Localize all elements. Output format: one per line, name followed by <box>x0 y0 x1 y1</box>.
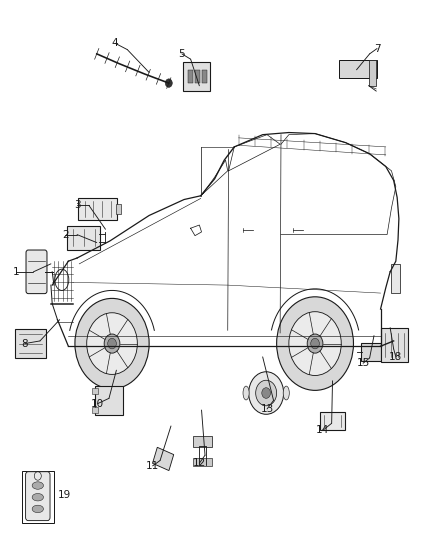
FancyBboxPatch shape <box>361 343 381 361</box>
FancyBboxPatch shape <box>67 225 100 250</box>
Circle shape <box>165 79 172 87</box>
Bar <box>369 60 376 86</box>
FancyBboxPatch shape <box>78 198 117 220</box>
Circle shape <box>75 298 149 389</box>
Circle shape <box>108 338 117 349</box>
Circle shape <box>277 297 353 390</box>
Text: 12: 12 <box>193 458 206 468</box>
Ellipse shape <box>283 386 289 400</box>
Polygon shape <box>152 447 174 471</box>
Text: 11: 11 <box>146 461 159 471</box>
Circle shape <box>249 372 284 414</box>
Circle shape <box>104 334 120 353</box>
FancyBboxPatch shape <box>15 329 46 359</box>
Circle shape <box>256 380 277 406</box>
Text: 3: 3 <box>74 200 81 211</box>
Circle shape <box>307 334 323 353</box>
Bar <box>92 387 98 394</box>
FancyBboxPatch shape <box>339 60 377 78</box>
Text: 2: 2 <box>62 230 69 240</box>
Text: 7: 7 <box>374 44 380 53</box>
Text: 19: 19 <box>57 490 71 500</box>
Ellipse shape <box>243 386 249 400</box>
FancyBboxPatch shape <box>25 472 50 521</box>
Ellipse shape <box>32 505 43 513</box>
Text: 18: 18 <box>389 352 403 362</box>
FancyBboxPatch shape <box>183 62 210 91</box>
Bar <box>195 70 200 83</box>
FancyBboxPatch shape <box>95 385 123 415</box>
Text: 5: 5 <box>179 49 185 59</box>
Circle shape <box>289 312 341 375</box>
Bar <box>193 458 212 466</box>
Bar <box>92 407 98 413</box>
Circle shape <box>87 313 138 374</box>
Circle shape <box>311 338 319 349</box>
Text: 4: 4 <box>112 38 118 48</box>
Bar <box>193 435 212 447</box>
Text: 14: 14 <box>316 425 329 435</box>
Bar <box>188 70 193 83</box>
Ellipse shape <box>32 482 43 489</box>
Bar <box>116 204 121 214</box>
Text: 1: 1 <box>13 267 19 277</box>
Bar <box>22 471 53 523</box>
FancyBboxPatch shape <box>26 250 47 294</box>
Text: 13: 13 <box>261 404 274 414</box>
Text: 8: 8 <box>21 338 28 349</box>
FancyBboxPatch shape <box>320 411 346 430</box>
Text: 10: 10 <box>91 399 104 409</box>
Text: 15: 15 <box>357 358 370 368</box>
Circle shape <box>262 387 271 398</box>
Bar <box>202 70 207 83</box>
Ellipse shape <box>32 494 43 501</box>
Bar <box>392 264 400 293</box>
FancyBboxPatch shape <box>381 328 409 362</box>
